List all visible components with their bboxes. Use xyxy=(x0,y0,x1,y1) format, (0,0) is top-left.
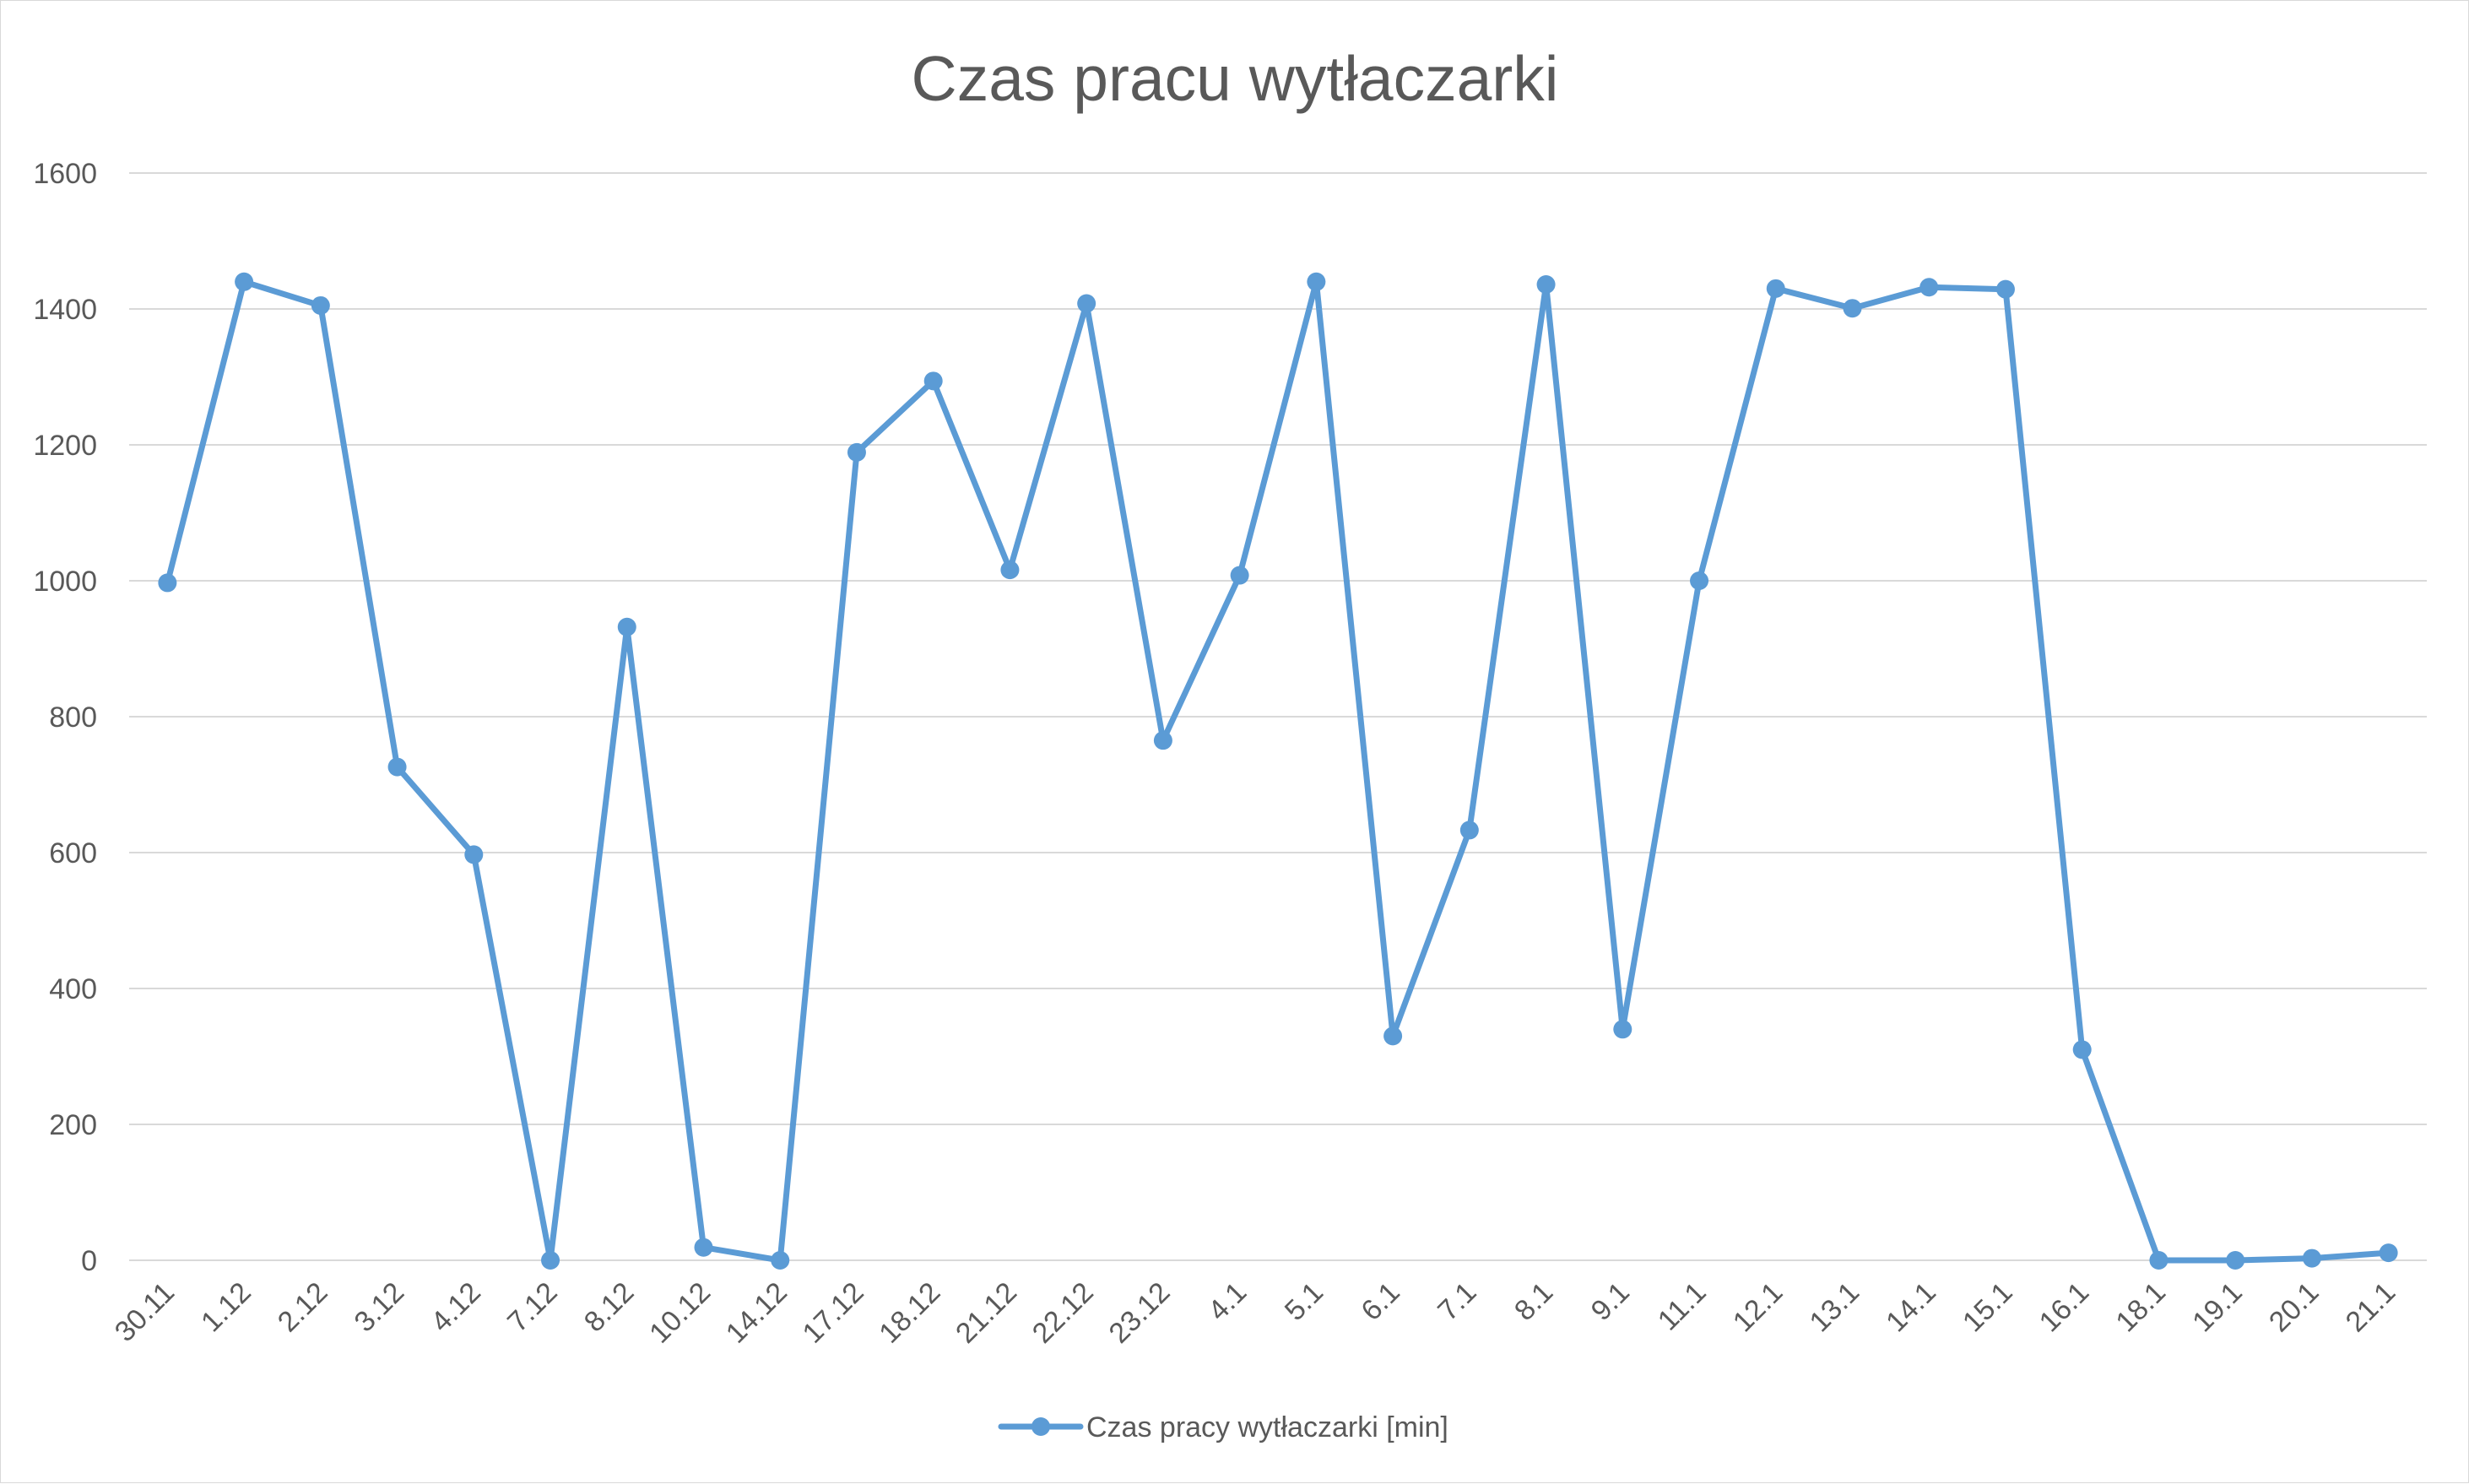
x-axis: 30.11 1.12 2.12 3.12 4.12 7.12 8.12 10.12 14.12 1… xyxy=(109,1276,2402,1350)
x-tick-label: 21.12 xyxy=(950,1276,1023,1350)
x-tick-label: 23.12 xyxy=(1103,1276,1177,1350)
y-tick-label: 1400 xyxy=(33,294,97,326)
chart-title: Czas pracu wytłaczarki xyxy=(912,43,1559,114)
data-point xyxy=(617,617,636,636)
data-point xyxy=(1459,821,1479,840)
data-point xyxy=(1000,561,1020,580)
x-tick-label: 6.1 xyxy=(1355,1276,1405,1327)
y-tick-label: 800 xyxy=(49,701,97,734)
x-tick-label: 4.12 xyxy=(425,1276,487,1339)
x-tick-label: 10.12 xyxy=(643,1276,717,1350)
data-point xyxy=(311,295,330,315)
y-tick-label: 1000 xyxy=(33,566,97,598)
data-point xyxy=(1230,566,1249,585)
data-point xyxy=(1153,731,1172,750)
y-tick-label: 200 xyxy=(49,1109,97,1141)
data-point xyxy=(1613,1020,1632,1039)
y-tick-label: 1600 xyxy=(33,158,97,190)
x-tick-label: 18.1 xyxy=(2109,1276,2172,1339)
data-point xyxy=(387,757,407,777)
x-tick-label: 5.1 xyxy=(1279,1276,1329,1327)
data-point xyxy=(2379,1243,2398,1263)
x-tick-label: 3.12 xyxy=(349,1276,411,1339)
x-tick-label: 7.1 xyxy=(1432,1276,1482,1327)
x-tick-label: 9.1 xyxy=(1585,1276,1636,1327)
data-point xyxy=(2226,1251,2245,1270)
data-point xyxy=(1690,571,1709,590)
data-point xyxy=(1536,275,1556,295)
data-point xyxy=(771,1251,790,1270)
gridlines xyxy=(129,172,2427,1261)
data-point xyxy=(1383,1026,1403,1046)
x-tick-label: 19.1 xyxy=(2186,1276,2249,1339)
x-tick-label: 4.1 xyxy=(1202,1276,1253,1327)
y-axis: 0 200 400 600 800 1000 1200 1400 1600 xyxy=(33,158,97,1277)
x-tick-label: 12.1 xyxy=(1727,1276,1789,1339)
data-point xyxy=(923,371,943,391)
x-tick-label: 8.1 xyxy=(1508,1276,1559,1327)
legend-label: Czas pracy wytłaczarki [min] xyxy=(1086,1411,1448,1443)
x-tick-label: 16.1 xyxy=(2033,1276,2096,1339)
data-point xyxy=(1995,279,2015,299)
x-tick-label: 11.1 xyxy=(1652,1276,1713,1337)
data-point xyxy=(2302,1248,2321,1268)
x-tick-label: 20.1 xyxy=(2263,1276,2326,1339)
data-point xyxy=(1919,278,1939,297)
data-point xyxy=(1766,279,1785,298)
data-point xyxy=(541,1251,560,1270)
x-tick-label: 13.1 xyxy=(1803,1276,1865,1339)
y-tick-label: 600 xyxy=(49,837,97,869)
data-point xyxy=(2072,1040,2092,1059)
x-tick-label: 17.12 xyxy=(797,1276,870,1350)
y-tick-label: 1200 xyxy=(33,430,97,462)
x-tick-label: 8.12 xyxy=(578,1276,641,1339)
data-point xyxy=(1843,299,1862,318)
x-tick-label: 22.12 xyxy=(1026,1276,1100,1350)
data-point xyxy=(1307,272,1326,291)
x-tick-label: 18.12 xyxy=(873,1276,946,1350)
x-tick-label: 2.12 xyxy=(272,1276,334,1339)
data-point xyxy=(847,442,866,462)
x-tick-label: 30.11 xyxy=(109,1276,181,1348)
legend: Czas pracy wytłaczarki [min] xyxy=(998,1411,1448,1443)
x-tick-label: 7.12 xyxy=(501,1276,564,1339)
y-tick-label: 400 xyxy=(49,973,97,1005)
series-line xyxy=(164,279,2392,1264)
data-point xyxy=(464,845,484,864)
x-tick-label: 1.12 xyxy=(195,1276,257,1339)
x-tick-label: 21.1 xyxy=(2340,1276,2402,1339)
legend-point-marker xyxy=(1031,1417,1050,1436)
data-point xyxy=(235,272,254,291)
data-point xyxy=(694,1238,713,1257)
data-point xyxy=(158,573,177,593)
series-layer xyxy=(158,272,2398,1270)
x-tick-label: 14.12 xyxy=(720,1276,793,1350)
x-tick-label: 14.1 xyxy=(1880,1276,1942,1339)
x-tick-label: 15.1 xyxy=(1957,1276,2019,1339)
data-point xyxy=(2149,1251,2168,1270)
data-point xyxy=(1077,294,1096,313)
y-tick-label: 0 xyxy=(81,1245,97,1277)
